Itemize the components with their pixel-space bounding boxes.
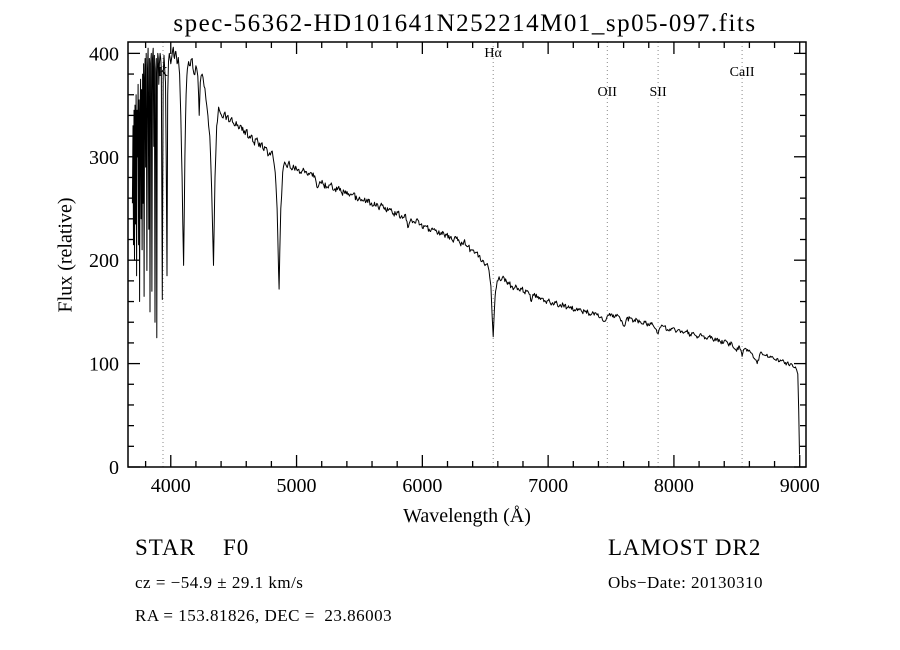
plot-title: spec-56362-HD101641N252214M01_sp05-097.f… xyxy=(173,10,757,37)
svg-text:4000: 4000 xyxy=(151,475,191,497)
svg-text:0: 0 xyxy=(109,457,119,479)
cz-value: cz = −54.9 ± 29.1 km/s xyxy=(135,573,304,592)
survey-label: LAMOST DR2 xyxy=(608,535,762,560)
coordinates-label: RA = 153.81826, DEC = 23.86003 xyxy=(135,606,393,625)
svg-text:200: 200 xyxy=(89,250,119,272)
svg-text:K: K xyxy=(158,65,168,80)
svg-text:OII: OII xyxy=(598,85,618,100)
svg-text:5000: 5000 xyxy=(277,475,317,497)
y-axis-label: Flux (relative) xyxy=(54,197,77,313)
svg-text:CaII: CaII xyxy=(730,65,755,80)
svg-text:6000: 6000 xyxy=(402,475,442,497)
x-axis-label: Wavelength (Å) xyxy=(403,505,531,527)
svg-text:7000: 7000 xyxy=(528,475,568,497)
obs-date-label: Obs−Date: 20130310 xyxy=(608,573,764,592)
svg-text:400: 400 xyxy=(89,43,119,65)
svg-text:100: 100 xyxy=(89,354,119,376)
svg-text:Hα: Hα xyxy=(484,46,502,61)
svg-text:9000: 9000 xyxy=(780,475,820,497)
svg-text:8000: 8000 xyxy=(654,475,694,497)
svg-text:SII: SII xyxy=(650,85,667,100)
object-class-label: STAR F0 xyxy=(135,535,250,560)
svg-text:300: 300 xyxy=(89,147,119,169)
